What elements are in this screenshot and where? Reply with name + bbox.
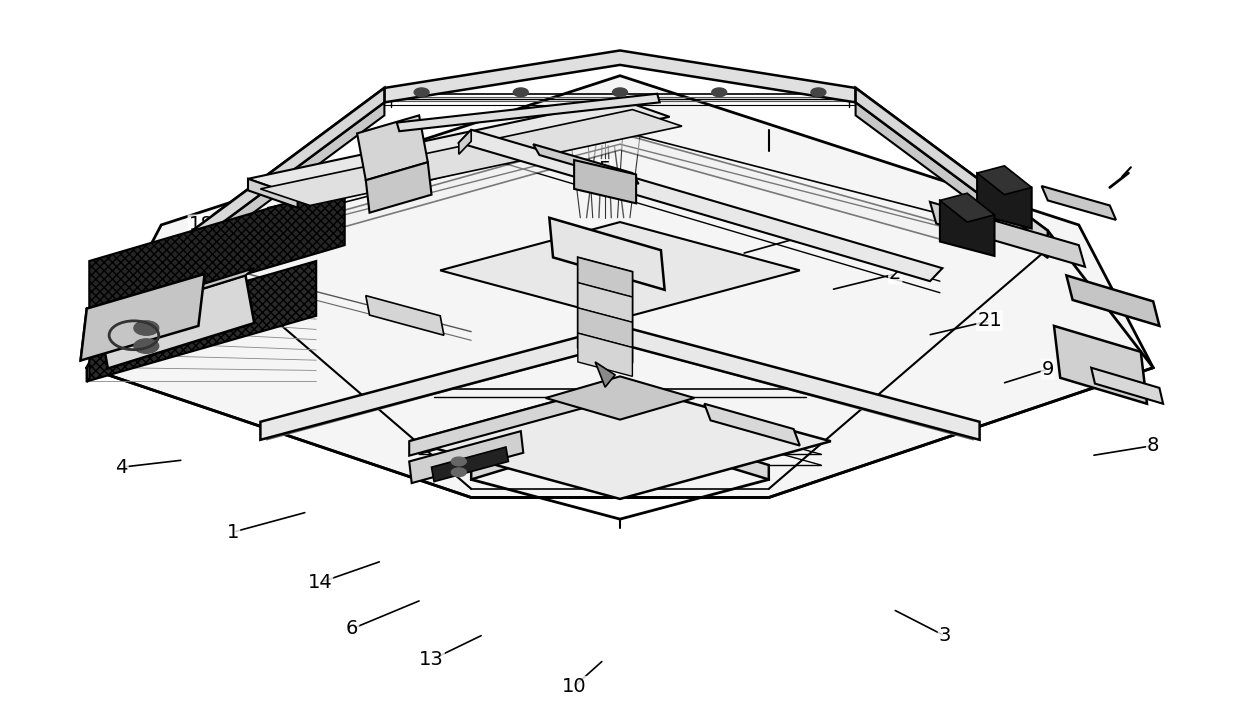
Polygon shape — [533, 144, 639, 184]
Text: 14: 14 — [308, 573, 332, 592]
Polygon shape — [432, 447, 508, 482]
Polygon shape — [366, 296, 444, 335]
Polygon shape — [704, 404, 800, 446]
Polygon shape — [546, 376, 694, 420]
Text: 4: 4 — [115, 458, 128, 477]
Polygon shape — [192, 102, 384, 258]
Circle shape — [811, 88, 826, 97]
Polygon shape — [574, 160, 636, 203]
Polygon shape — [940, 200, 994, 256]
Polygon shape — [856, 88, 1048, 245]
Polygon shape — [89, 186, 345, 320]
Circle shape — [613, 88, 627, 97]
Circle shape — [451, 468, 466, 477]
Circle shape — [513, 88, 528, 97]
Polygon shape — [471, 420, 769, 479]
Polygon shape — [940, 193, 994, 222]
Polygon shape — [459, 130, 942, 281]
Polygon shape — [260, 326, 980, 440]
Polygon shape — [595, 362, 615, 387]
Polygon shape — [409, 431, 523, 483]
Text: 8: 8 — [1147, 436, 1159, 455]
Polygon shape — [248, 179, 298, 208]
Text: 9: 9 — [1042, 360, 1054, 379]
Polygon shape — [856, 102, 1048, 258]
Text: 18: 18 — [188, 216, 213, 234]
Circle shape — [712, 88, 727, 97]
Text: 6: 6 — [346, 619, 358, 638]
Polygon shape — [81, 274, 205, 360]
Text: 21: 21 — [977, 311, 1002, 330]
Polygon shape — [260, 110, 682, 205]
Polygon shape — [578, 257, 632, 362]
Polygon shape — [357, 115, 428, 180]
Text: 13: 13 — [419, 650, 444, 669]
Circle shape — [414, 88, 429, 97]
Circle shape — [451, 457, 466, 466]
Polygon shape — [459, 130, 471, 154]
Polygon shape — [366, 162, 432, 213]
Text: 5: 5 — [599, 160, 611, 179]
Polygon shape — [99, 268, 254, 321]
Polygon shape — [89, 261, 316, 381]
Polygon shape — [440, 222, 800, 319]
Polygon shape — [578, 308, 632, 348]
Circle shape — [134, 339, 159, 353]
Polygon shape — [1042, 186, 1116, 220]
Text: A: A — [797, 227, 810, 246]
Text: 10: 10 — [562, 677, 587, 696]
Text: 16: 16 — [89, 302, 114, 321]
Polygon shape — [578, 333, 632, 376]
Polygon shape — [409, 384, 620, 456]
Text: 1: 1 — [227, 523, 239, 541]
Polygon shape — [1091, 368, 1163, 404]
Polygon shape — [99, 275, 254, 368]
Polygon shape — [248, 99, 670, 196]
Text: 17: 17 — [159, 261, 184, 280]
Polygon shape — [397, 94, 660, 131]
Polygon shape — [291, 133, 949, 242]
Polygon shape — [977, 173, 1032, 229]
Text: 3: 3 — [939, 627, 951, 645]
Polygon shape — [977, 166, 1032, 195]
Polygon shape — [1066, 275, 1159, 326]
Polygon shape — [192, 88, 384, 245]
Polygon shape — [1054, 326, 1147, 404]
Polygon shape — [578, 257, 632, 297]
Polygon shape — [87, 76, 1153, 497]
Polygon shape — [409, 384, 831, 499]
Polygon shape — [578, 283, 632, 322]
Text: 2: 2 — [889, 265, 901, 283]
Polygon shape — [549, 218, 665, 290]
Polygon shape — [384, 50, 856, 102]
Circle shape — [134, 321, 159, 335]
Polygon shape — [87, 231, 192, 382]
Polygon shape — [930, 202, 1085, 267]
